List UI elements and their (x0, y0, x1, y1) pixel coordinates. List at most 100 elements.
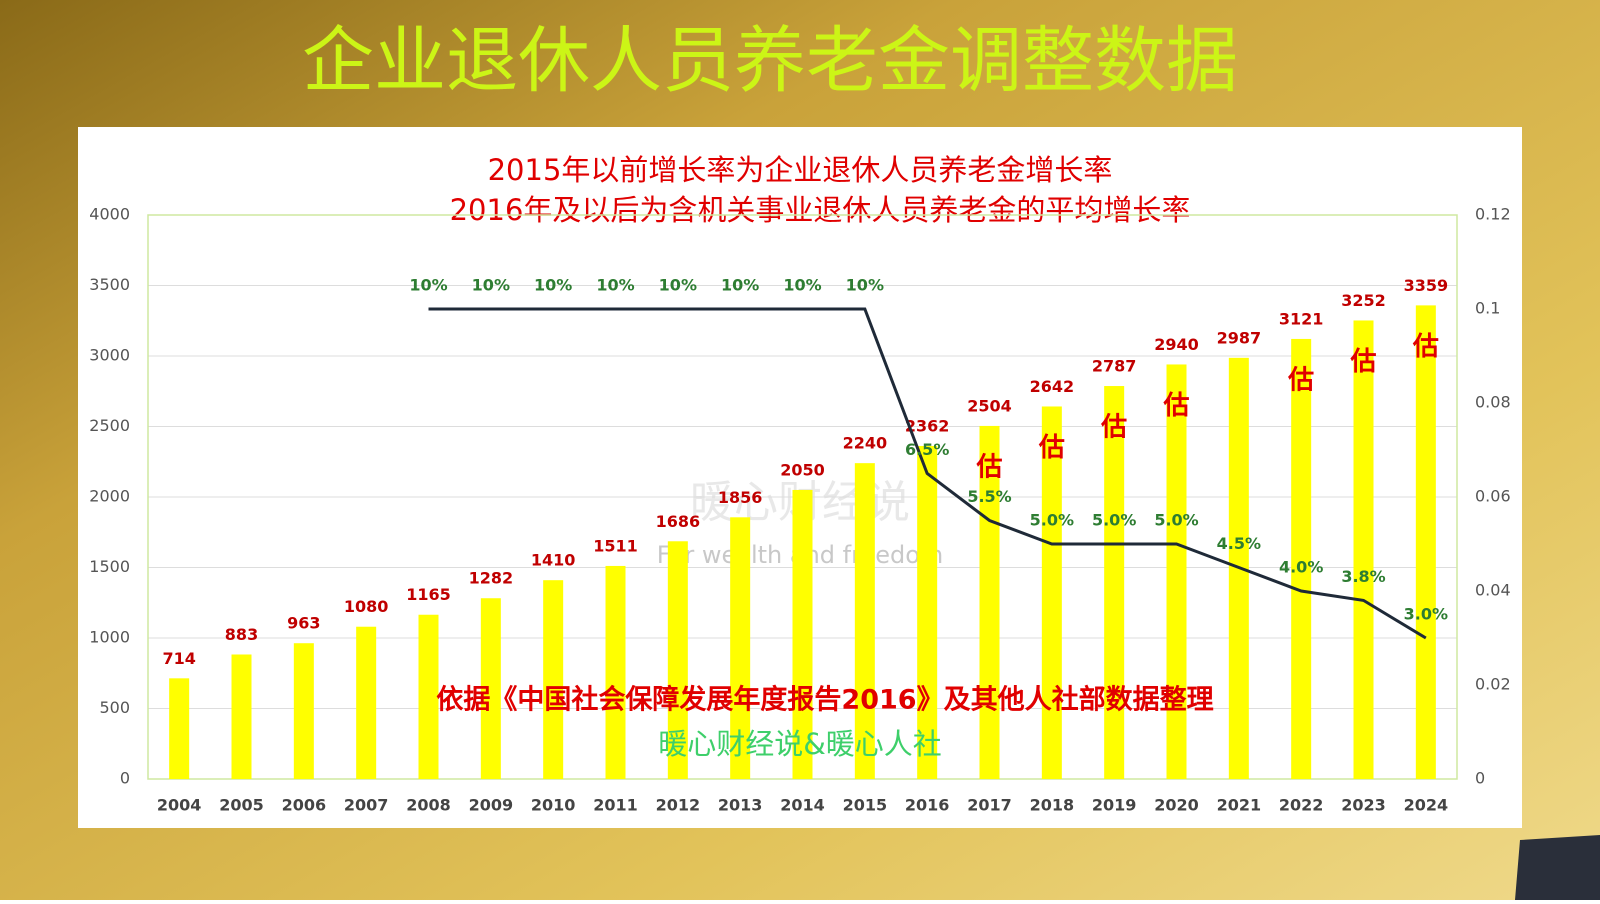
bar-value-label: 1686 (656, 512, 701, 531)
corner-shape (1515, 835, 1600, 900)
bar-value-label: 2050 (780, 460, 825, 479)
bar (792, 489, 813, 779)
x-tick-label: 2023 (1341, 796, 1386, 815)
bar-value-label: 1080 (344, 597, 389, 616)
x-tick-label: 2009 (469, 796, 514, 815)
bar (543, 580, 564, 779)
x-tick-label: 2019 (1092, 796, 1137, 815)
bar (1104, 386, 1125, 779)
estimate-note: 估 (1038, 433, 1065, 463)
y2-tick-label: 0.1 (1475, 299, 1500, 318)
estimate-note: 估 (1162, 391, 1189, 421)
chart-subtitle: 2015年以前增长率为企业退休人员养老金增长率 (488, 153, 1113, 187)
x-tick-label: 2011 (593, 796, 638, 815)
bar (169, 678, 190, 779)
line-value-label: 10% (846, 276, 884, 295)
x-tick-label: 2021 (1217, 796, 1262, 815)
y2-tick-label: 0.02 (1475, 675, 1511, 694)
x-tick-label: 2016 (905, 796, 950, 815)
bar (854, 463, 875, 779)
line-value-label: 10% (534, 276, 572, 295)
plot: 0 500 1000 1500 2000 2500 3000 3500 4000 0 0.02 0.0… (89, 205, 1510, 815)
x-tick-label: 2017 (967, 796, 1012, 815)
bar-value-label: 2787 (1092, 357, 1137, 376)
estimate-note: 估 (1349, 347, 1376, 377)
line-value-label: 4.5% (1217, 534, 1261, 553)
bar-value-label: 2940 (1154, 335, 1199, 354)
bar-value-label: 2240 (843, 434, 888, 453)
bar-value-label: 3359 (1404, 276, 1449, 295)
bar (480, 598, 501, 779)
y-tick-label: 2000 (89, 487, 130, 506)
bar-value-label: 883 (225, 625, 258, 644)
x-tick-label: 2015 (843, 796, 888, 815)
estimate-note: 估 (1412, 332, 1439, 362)
bar-value-label: 3121 (1279, 309, 1324, 328)
bar-value-label: 1410 (531, 551, 576, 570)
y2-tick-label: 0.06 (1475, 487, 1511, 506)
line-value-label: 5.5% (967, 487, 1011, 506)
annotation: 暖心财经说&暖心人社 (658, 727, 942, 761)
bar-value-label: 1856 (718, 488, 763, 507)
bar-value-label: 2362 (905, 416, 950, 435)
chart-title: 企业退休人员养老金调整数据 (302, 19, 1238, 103)
bar (356, 626, 377, 779)
estimate-note: 估 (1100, 413, 1127, 443)
bar (667, 541, 688, 779)
bar-value-label: 714 (162, 649, 195, 668)
bar-value-label: 2987 (1217, 328, 1262, 347)
y-tick-label: 2500 (89, 416, 130, 435)
x-tick-label: 2012 (656, 796, 701, 815)
x-tick-label: 2007 (344, 796, 389, 815)
bar-value-label: 1511 (593, 536, 638, 555)
y-tick-label: 1500 (89, 557, 130, 576)
line-value-label: 6.5% (905, 440, 949, 459)
bar (1291, 338, 1312, 779)
y-tick-label: 3500 (89, 275, 130, 294)
line-value-label: 10% (659, 276, 697, 295)
x-tick-label: 2022 (1279, 796, 1324, 815)
line (428, 307, 1427, 640)
bar-value-label: 2642 (1030, 377, 1075, 396)
line-value-label: 3.8% (1341, 567, 1385, 586)
line-value-label: 10% (472, 276, 510, 295)
chart-subtitle: 2016年及以后为含机关事业退休人员养老金的平均增长率 (450, 193, 1191, 227)
bar (1041, 406, 1062, 779)
y-tick-label: 1000 (89, 628, 130, 647)
line-value-label: 10% (783, 276, 821, 295)
y2-tick-label: 0.12 (1475, 205, 1511, 224)
y2-tick-label: 0.08 (1475, 393, 1511, 412)
bar-value-label: 3252 (1341, 291, 1386, 310)
line-value-label: 3.0% (1404, 605, 1448, 624)
line-value-label: 4.0% (1279, 558, 1323, 577)
estimate-note: 估 (1287, 365, 1314, 395)
x-tick-label: 2006 (282, 796, 327, 815)
line-value-label: 10% (721, 276, 759, 295)
y2-tick-label: 0.04 (1475, 581, 1511, 600)
x-tick-label: 2004 (157, 796, 202, 815)
bar (293, 643, 314, 779)
x-tick-label: 2008 (406, 796, 451, 815)
bar (1353, 320, 1374, 779)
x-tick-label: 2020 (1154, 796, 1199, 815)
bar (979, 425, 1000, 779)
bar (605, 565, 626, 779)
x-tick-label: 2018 (1030, 796, 1075, 815)
x-tick-label: 2014 (780, 796, 825, 815)
y-tick-label: 4000 (89, 205, 130, 224)
line-value-label: 5.0% (1154, 511, 1198, 530)
bar-value-label: 1282 (469, 569, 514, 588)
x-tick-label: 2013 (718, 796, 763, 815)
bar (418, 614, 439, 779)
line-value-label: 10% (596, 276, 634, 295)
x-tick-label: 2024 (1404, 796, 1449, 815)
bar-value-label: 963 (287, 614, 320, 633)
bar-value-label: 2504 (967, 396, 1012, 415)
bar (1166, 364, 1187, 779)
y2-tick-label: 0 (1475, 769, 1485, 788)
line-value-label: 10% (409, 276, 447, 295)
y-tick-label: 3000 (89, 346, 130, 365)
bar (730, 517, 751, 779)
bar (231, 654, 252, 779)
